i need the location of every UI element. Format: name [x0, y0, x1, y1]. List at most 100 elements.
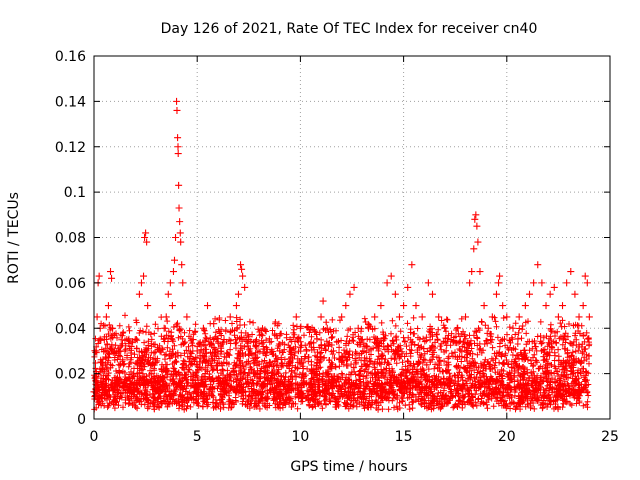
roti-point [143, 238, 151, 246]
roti-point [466, 279, 474, 287]
roti-point [371, 313, 379, 321]
roti-point [98, 381, 106, 389]
roti-point [575, 313, 583, 321]
roti-point [226, 313, 234, 321]
roti-point [251, 358, 259, 366]
roti-point [585, 313, 593, 321]
roti-point [189, 336, 197, 344]
roti-point [488, 313, 496, 321]
roti-point [238, 265, 246, 273]
roti-point [509, 324, 517, 332]
roti-point [199, 324, 207, 332]
roti-point [412, 302, 420, 310]
roti-point [495, 279, 503, 287]
x-tick-label: 5 [193, 429, 202, 445]
roti-point [350, 283, 358, 291]
y-tick-label: 0.02 [55, 367, 86, 383]
roti-point [480, 302, 488, 310]
roti-point [169, 268, 177, 276]
roti-point [323, 324, 331, 332]
roti-point [286, 336, 294, 344]
roti-baseline-cloud [91, 312, 593, 413]
roti-point [160, 324, 168, 332]
roti-point [255, 370, 263, 378]
roti-point [97, 358, 105, 366]
roti-point [365, 324, 373, 332]
roti-point [400, 302, 408, 310]
roti-point [342, 302, 350, 310]
y-tick-label: 0.08 [55, 231, 86, 247]
roti-point [546, 290, 554, 298]
roti-point [503, 313, 511, 321]
roti-point [435, 313, 443, 321]
roti-point [408, 261, 416, 269]
roti-point [102, 313, 110, 321]
roti-point [447, 336, 455, 344]
roti-point [319, 297, 327, 305]
roti-point [176, 229, 184, 237]
roti-point [109, 324, 117, 332]
x-tick-label: 15 [395, 429, 413, 445]
roti-point [174, 134, 182, 142]
roti-point [245, 336, 253, 344]
roti-point [142, 229, 150, 237]
roti-point [418, 313, 426, 321]
roti-point [220, 336, 228, 344]
roti-point [387, 272, 395, 280]
roti-point [175, 204, 183, 212]
x-tick-label: 10 [291, 429, 309, 445]
roti-point [193, 347, 201, 355]
roti-point [162, 313, 170, 321]
roti-point [499, 302, 507, 310]
roti-point [404, 283, 412, 291]
y-tick-label: 0.1 [64, 185, 86, 201]
x-tick-label: 20 [498, 429, 516, 445]
roti-point [583, 279, 591, 287]
roti-point [515, 313, 523, 321]
roti-point [175, 181, 183, 189]
roti-point [571, 290, 579, 298]
roti-point [174, 143, 182, 151]
roti-point [550, 283, 558, 291]
roti-baseline-markers [91, 312, 593, 413]
roti-point [164, 290, 172, 298]
roti-point [579, 302, 587, 310]
tick-layer: 0 0.02 0.04 0.06 0.08 0.1 0.12 0.14 0.16 0 5 10 15 20… [55, 49, 619, 445]
roti-point [470, 245, 478, 253]
roti-point [276, 347, 284, 355]
y-tick-label: 0.06 [55, 276, 86, 292]
roti-point [581, 272, 589, 280]
y-tick-label: 0.04 [55, 321, 86, 337]
roti-point [338, 313, 346, 321]
roti-point [168, 302, 176, 310]
roti-point [172, 234, 180, 241]
roti-point [166, 279, 174, 287]
y-axis-label: ROTI / TECUs [6, 192, 22, 284]
roti-point [93, 313, 101, 321]
roti-point [474, 238, 482, 246]
roti-point [179, 279, 187, 287]
roti-point [156, 347, 164, 355]
roti-point [137, 279, 145, 287]
roti-point [521, 302, 529, 310]
roti-point [473, 222, 481, 230]
roti-point [292, 313, 300, 321]
roti-point [177, 238, 185, 246]
roti-point [554, 313, 562, 321]
roti-point [395, 313, 403, 321]
roti-point [104, 302, 112, 310]
roti-point [492, 290, 500, 298]
roti-point [471, 215, 479, 223]
roti-point [303, 347, 311, 355]
roti-point [127, 342, 135, 350]
roti-point [358, 336, 366, 344]
grid-layer [94, 56, 610, 419]
roti-point [176, 218, 184, 226]
roti-point [108, 274, 116, 282]
x-tick-label: 0 [90, 429, 99, 445]
roti-point [115, 351, 123, 359]
roti-point [234, 290, 242, 298]
roti-point [496, 272, 504, 280]
roti-point [135, 290, 143, 298]
roti-point [530, 279, 538, 287]
